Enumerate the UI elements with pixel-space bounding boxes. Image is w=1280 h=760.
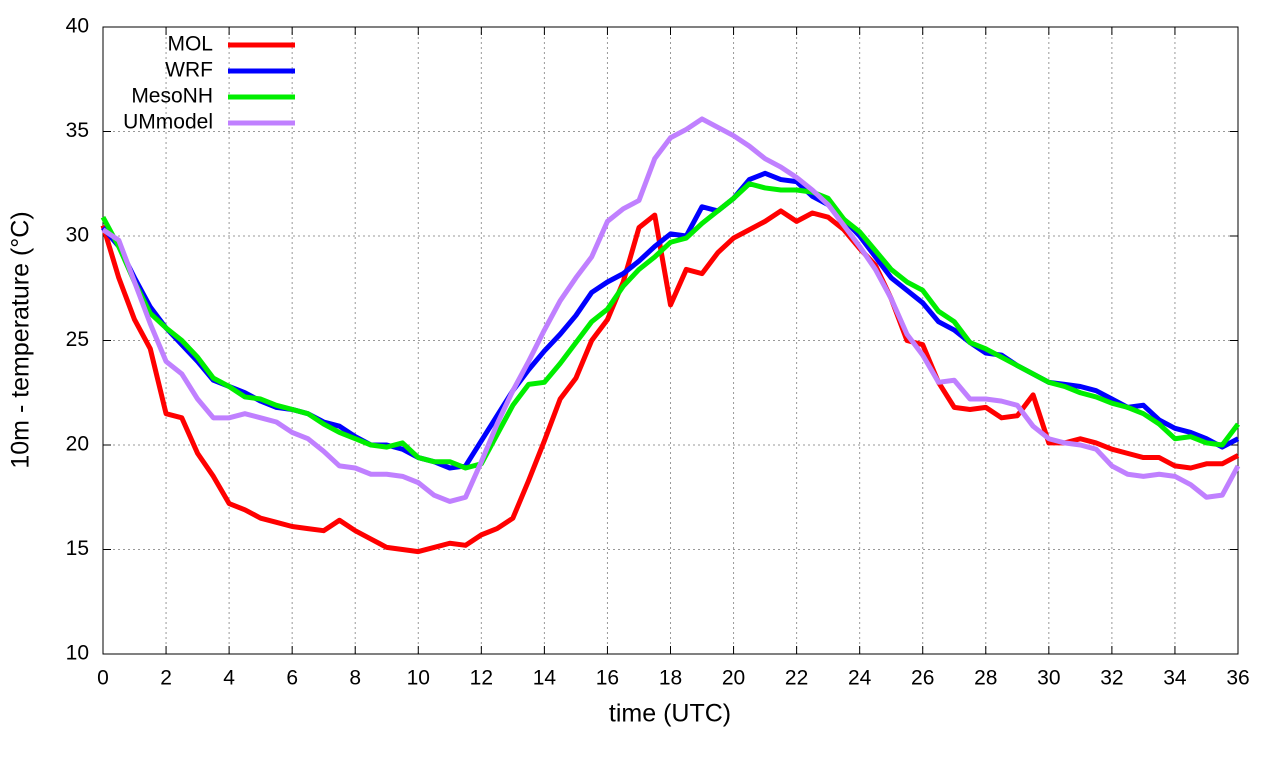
y-tick-label: 35 bbox=[66, 119, 89, 142]
x-tick-label: 14 bbox=[533, 667, 557, 690]
x-tick-label: 24 bbox=[848, 667, 872, 690]
series-line bbox=[100, 181, 1240, 471]
y-tick-label: 30 bbox=[66, 224, 89, 247]
x-axis-label: time (UTC) bbox=[609, 700, 731, 728]
x-tick-label: 20 bbox=[722, 667, 745, 690]
x-tick-label: 2 bbox=[160, 667, 172, 690]
x-tick-label: 34 bbox=[1163, 667, 1187, 690]
x-tick-label: 0 bbox=[97, 667, 109, 690]
series-line bbox=[100, 208, 1240, 555]
x-tick-label: 16 bbox=[596, 667, 619, 690]
legend-label: MesoNH bbox=[131, 85, 213, 108]
x-tick-label: 36 bbox=[1226, 667, 1249, 690]
plot-frame bbox=[102, 26, 1239, 655]
x-tick-label: 22 bbox=[785, 667, 808, 690]
legend-label: UMmodel bbox=[123, 111, 213, 134]
x-tick-label: 4 bbox=[223, 667, 235, 690]
x-tick-label: 10 bbox=[407, 667, 430, 690]
x-tick-label: 28 bbox=[974, 667, 997, 690]
x-tick-label: 6 bbox=[286, 667, 298, 690]
y-tick-label: 15 bbox=[66, 537, 89, 560]
series-line bbox=[101, 116, 1241, 504]
y-tick-label: 40 bbox=[66, 15, 89, 38]
x-tick-label: 26 bbox=[911, 667, 934, 690]
y-tick-label: 25 bbox=[66, 328, 89, 351]
x-tick-label: 8 bbox=[349, 667, 361, 690]
legend-label: WRF bbox=[165, 59, 213, 82]
x-tick-label: 12 bbox=[470, 667, 493, 690]
y-tick-label: 10 bbox=[66, 642, 89, 665]
x-tick-label: 30 bbox=[1037, 667, 1060, 690]
x-tick-label: 32 bbox=[1100, 667, 1123, 690]
y-tick-label: 20 bbox=[66, 433, 89, 456]
legend-label: MOL bbox=[167, 33, 213, 56]
x-tick-label: 18 bbox=[659, 667, 682, 690]
y-axis-label: 10m - temperature (°C) bbox=[7, 211, 35, 468]
